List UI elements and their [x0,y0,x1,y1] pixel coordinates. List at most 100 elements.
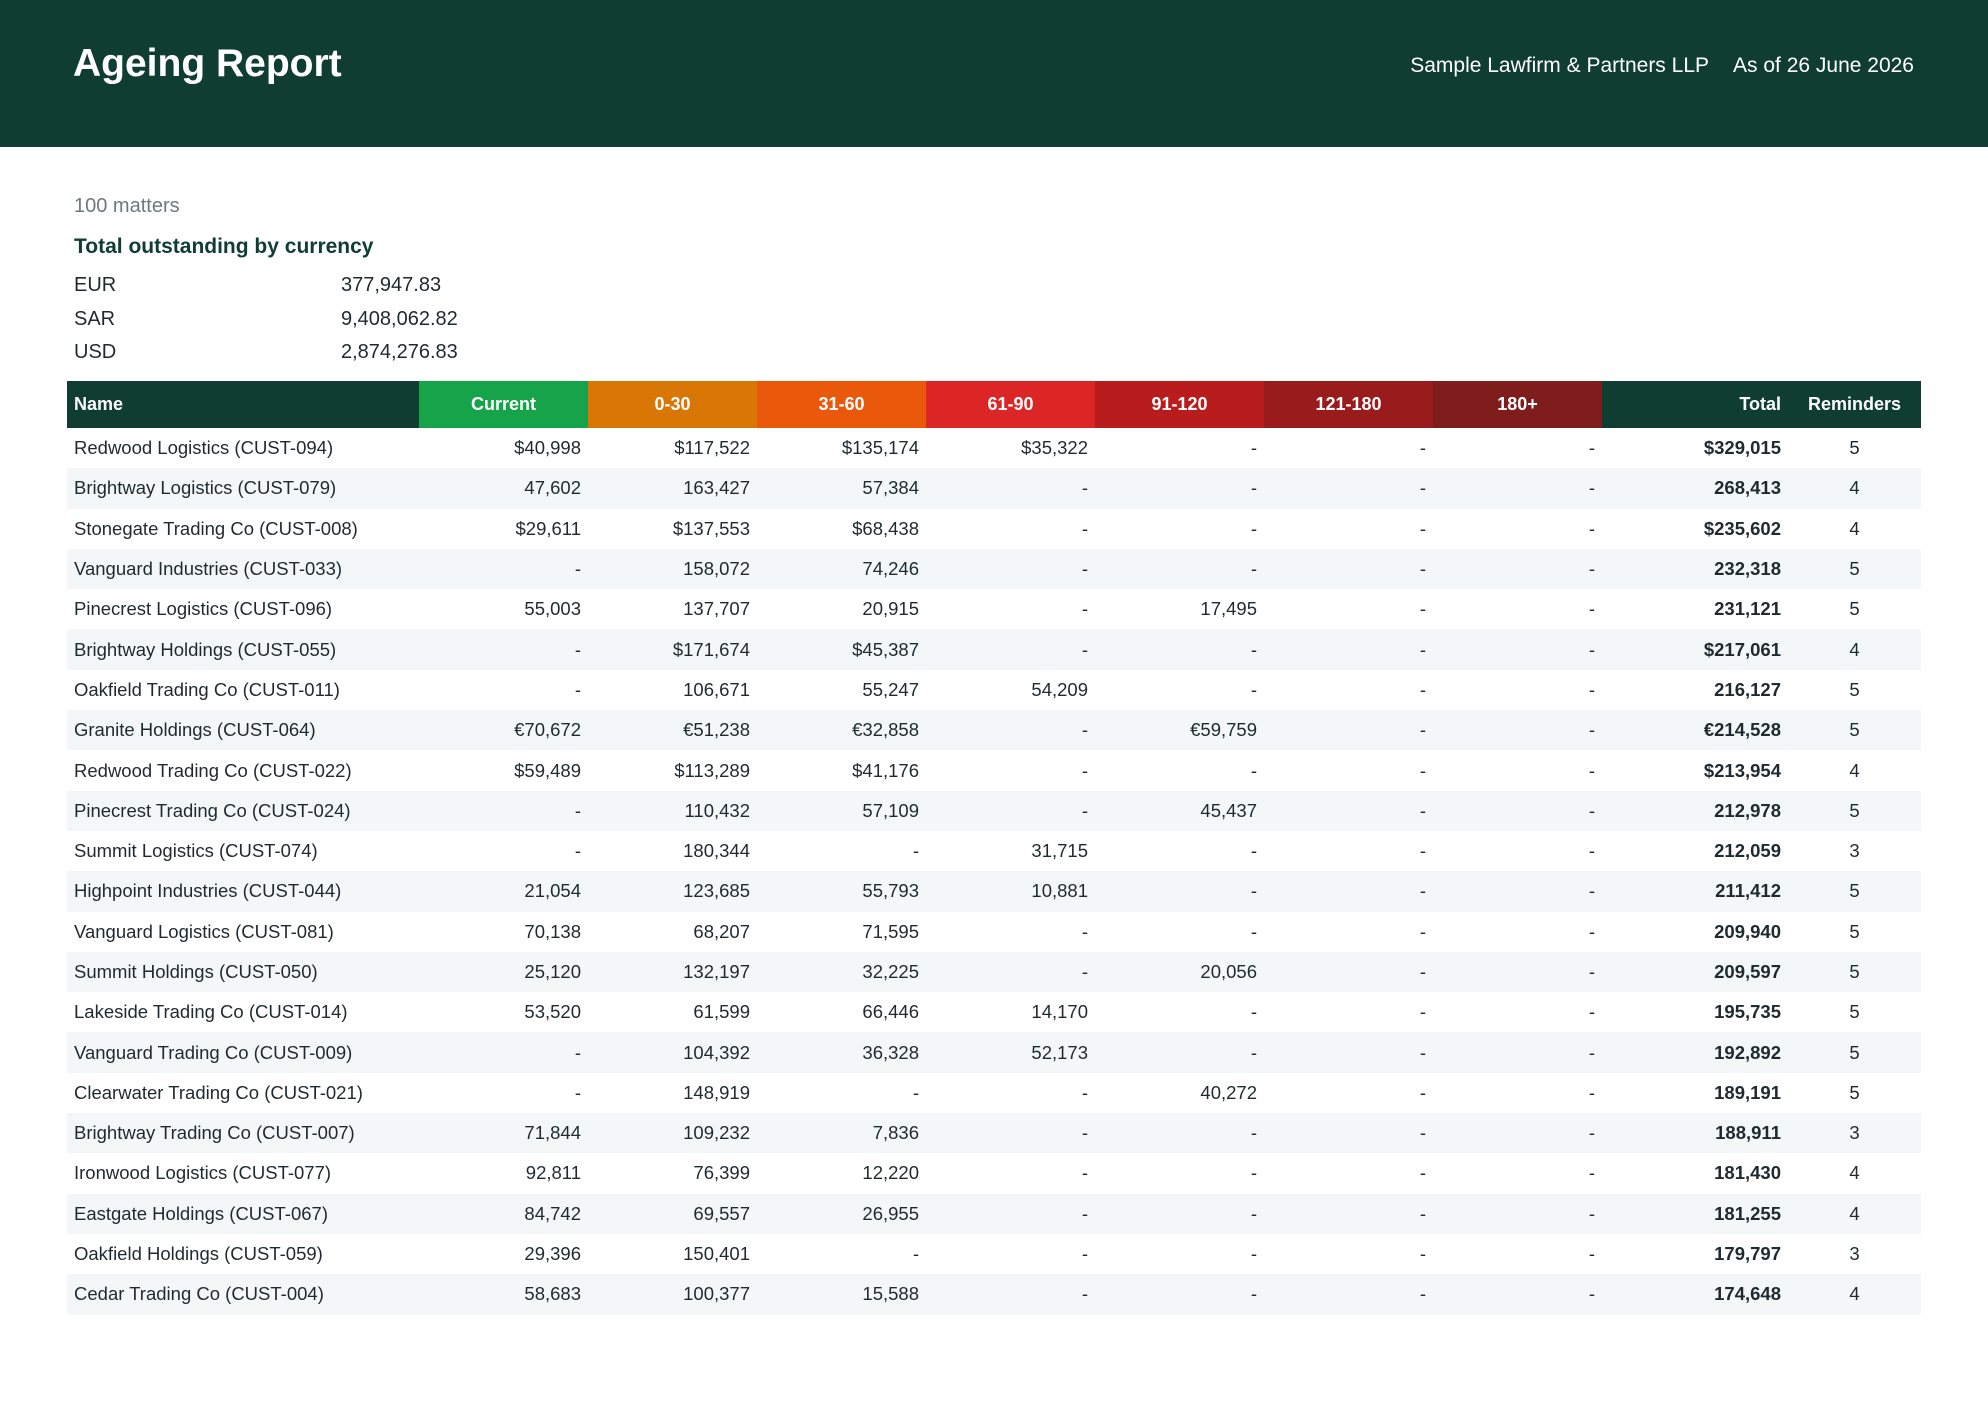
cell-180-plus: - [1433,1032,1602,1073]
column-header-121-180: 121-180 [1264,381,1433,428]
cell-121-180: - [1264,871,1433,912]
cell-0-30: 100,377 [588,1274,757,1315]
cell-current: 84,742 [419,1193,588,1234]
table-row: Summit Logistics (CUST-074) - 180,344 - 31,7… [67,831,1921,871]
column-header-0-30: 0-30 [588,381,757,428]
cell-31-60: $68,438 [852,517,919,539]
cell-31-60: €32,858 [757,710,926,751]
cell-180-plus: - [1433,871,1602,912]
cell-0-30: $113,289 [674,759,750,781]
cell-reminders: 5 [1849,920,1860,942]
cell-31-60: - [912,840,919,862]
cell-91-120: - [1250,1001,1257,1023]
cell-180-plus: - [1588,1001,1595,1023]
cell-0-30: 104,392 [588,1032,757,1073]
cell-name: Lakeside Trading Co (CUST-014) [74,1001,348,1023]
column-header-name: Name [67,381,419,428]
cell-61-90: - [1081,1243,1088,1265]
cell-total: 268,413 [1602,468,1788,509]
cell-name: Vanguard Industries (CUST-033) [67,548,419,590]
cell-0-30: 148,919 [683,1081,750,1103]
firm-name: Sample Lawfirm & Partners LLP [1410,54,1710,77]
table-row: Pinecrest Trading Co (CUST-024) -110,432 5… [67,790,1921,831]
cell-31-60: 71,595 [862,920,919,942]
cell-reminders: 5 [1849,437,1860,459]
cell-current: 70,138 [524,920,581,942]
cell-0-30: 132,197 [588,951,757,993]
cell-121-180: - [1264,548,1433,590]
cell-121-180: - [1419,1243,1426,1265]
table-row: Redwood Logistics (CUST-094) $40,998 $117,… [67,428,1921,468]
cell-121-180: - [1419,1162,1426,1184]
cell-91-120: - [1250,759,1257,781]
column-header-current: Current [419,381,588,428]
cell-61-90: 52,173 [926,1032,1095,1073]
cell-180-plus: - [1433,468,1602,509]
cell-61-90: - [1081,598,1088,620]
cell-121-180: - [1419,759,1426,781]
cell-91-120: - [1250,1243,1257,1265]
cell-name: Redwood Logistics (CUST-094) [74,437,334,459]
cell-reminders: 5 [1849,678,1860,700]
currency-code: SAR [74,307,116,330]
cell-total: 188,911 [1602,1113,1788,1154]
cell-121-180: - [1264,1113,1433,1154]
cell-reminders: 4 [1788,1274,1921,1315]
cell-0-30: 69,557 [588,1193,757,1234]
cell-total: 231,121 [1714,598,1781,620]
table-row: Redwood Trading Co (CUST-022) $59,489 $113… [67,750,1921,790]
cell-total: $217,061 [1602,629,1788,670]
cell-180-plus: - [1588,517,1595,539]
cell-total: 181,430 [1714,1162,1781,1184]
table-row: Ironwood Logistics (CUST-077) 92,811 76,39… [67,1153,1921,1193]
cell-31-60: - [912,1243,919,1265]
ageing-table: Name Current 0-30 31-60 61-90 91-120 121-180 18… [67,381,1921,1315]
cell-121-180: - [1419,678,1426,700]
cell-121-180: - [1419,840,1426,862]
cell-name: Oakfield Trading Co (CUST-011) [74,678,340,700]
cell-reminders: 5 [1788,710,1921,751]
cell-61-90: - [1081,1162,1088,1184]
cell-reminders: 5 [1788,871,1921,912]
cell-61-90: 31,715 [1031,840,1088,862]
cell-91-120: - [1250,1162,1257,1184]
cell-0-30: 163,427 [588,468,757,509]
cell-reminders: 5 [1788,548,1921,590]
cell-total: $235,602 [1703,517,1781,539]
cell-current: - [419,629,588,670]
cell-0-30: $171,674 [588,629,757,670]
cell-0-30: 180,344 [683,840,750,862]
table-row: Clearwater Trading Co (CUST-021) - 148,919… [67,1073,1921,1113]
table-row: Highpoint Industries (CUST-044) 21,054 123… [67,871,1921,912]
cell-31-60: $135,174 [841,437,919,459]
table-row: Lakeside Trading Co (CUST-014) 53,520 61,5… [67,992,1921,1032]
cell-total: 212,059 [1714,840,1781,862]
cell-name: Vanguard Trading Co (CUST-009) [67,1032,419,1073]
cell-61-90: 14,170 [1031,1001,1088,1023]
cell-31-60: - [912,1081,919,1103]
cell-reminders: 4 [1788,468,1921,509]
cell-0-30: $117,522 [674,437,750,459]
cell-31-60: 36,328 [757,1032,926,1073]
totals-heading: Total outstanding by currency [74,235,374,258]
cell-name: Highpoint Industries (CUST-044) [67,871,419,912]
cell-180-plus: - [1588,759,1595,781]
cell-180-plus: - [1433,710,1602,751]
cell-91-120: - [1095,871,1264,912]
table-row: Oakfield Holdings (CUST-059) 29,396 150,40… [67,1234,1921,1274]
page-title: Ageing Report [73,42,342,85]
currency-code: EUR [74,274,117,297]
table-row: Vanguard Logistics (CUST-081) 70,138 68,20… [67,912,1921,952]
table-row: Brightway Logistics (CUST-079) 47,602 163,… [67,468,1921,509]
report-header: Ageing Report Sample Lawfirm & Partners … [0,0,1988,147]
cell-current: 29,396 [524,1243,581,1265]
table-row: Summit Holdings (CUST-050) 25,120 132,197 3… [67,951,1921,993]
table-row: Granite Holdings (CUST-064) €70,672 €51,23… [67,710,1921,751]
currency-row: EUR 377,947.83 [74,269,458,303]
cell-61-90: - [926,548,1095,590]
cell-91-120: 40,272 [1200,1081,1257,1103]
cell-0-30: 106,671 [683,678,750,700]
cell-31-60: $45,387 [757,629,926,670]
cell-61-90: $35,322 [1021,437,1088,459]
cell-total: 181,255 [1602,1193,1788,1234]
